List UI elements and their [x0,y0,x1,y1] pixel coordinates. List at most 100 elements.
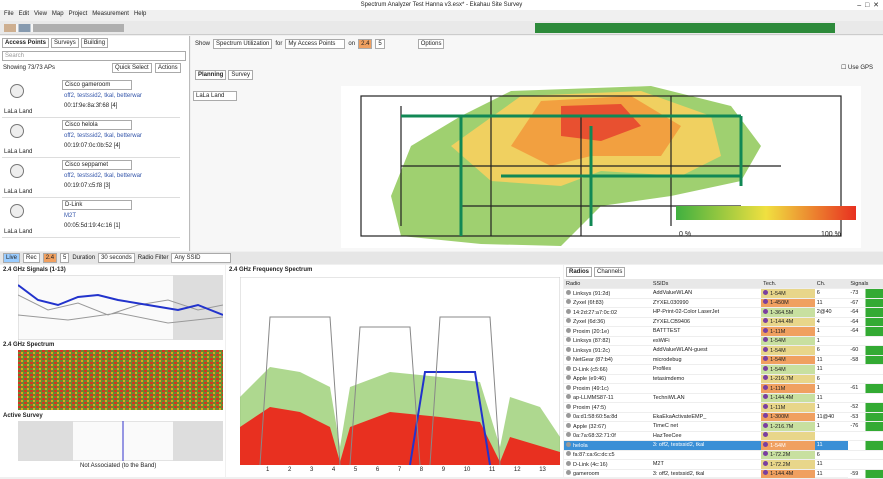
table-row[interactable]: Proxim (20:1e) BATTTEST 1-11M 1 -64 [564,326,883,337]
band-button[interactable]: 5 [60,253,70,263]
menu-item[interactable]: View [34,11,47,17]
menu-item[interactable]: Edit [18,11,30,17]
table-row[interactable]: fa:87:ca:6c:dc:c5 1-72.2M 6 [564,450,883,460]
icon [566,299,571,305]
menu-item[interactable]: Project [68,11,88,17]
table-row[interactable]: 0a:d1:58:60:5a:8d EkaEkaActivateEMP_ 1-300… [564,412,883,422]
cell-text: -64 [850,309,859,316]
tab[interactable]: Surveys [51,38,79,48]
target-select[interactable]: My Access Points [285,39,346,49]
table-cell: -73 [848,288,883,299]
menu-item[interactable]: Help [133,11,147,17]
actions-button[interactable]: Actions [155,63,181,73]
search-box[interactable]: Search [2,51,186,61]
table-cell: 1 [814,421,849,432]
channel-label: 1 [266,467,270,473]
table-cell: 1 [814,402,849,413]
column-header[interactable]: Tech. [761,279,815,289]
ap-item[interactable]: Cisco gameroom off2, testssid2, tkal, bet… [2,78,180,118]
column-header[interactable]: Ch. [814,279,849,289]
tab[interactable]: Building [80,38,109,48]
tab[interactable]: Access Points [2,38,50,48]
ap-name[interactable]: D-Link [62,200,132,210]
table-row[interactable]: Linksys (91:2d) AddValueWLAN 1-54M 6 -73 [564,288,883,299]
table-cell: -61 [848,383,883,394]
table-row[interactable]: ap-LLMMS87-11 TechniWLAN 1-144.4M 11 [564,393,883,403]
menu-item[interactable]: Map [51,11,64,17]
cell-text: Linksys (91:2c) [573,347,610,354]
quick-select-button[interactable]: Quick Select [112,63,152,73]
map-area: Show Spectrum Utilization for My Access … [191,36,883,251]
ap-floor: LaLa Land [4,189,33,195]
ap-item[interactable]: Cisco seppamet off2, testssid2, tkal, bet… [2,158,180,198]
table-cell: 1-54M [761,336,815,346]
table-row[interactable]: D-Link (4c:16) M2T 1-72.2M 11 [564,459,883,470]
table-cell: ZYXELCB9406 [650,317,762,327]
band-button[interactable]: 5 [375,39,385,49]
ap-name[interactable]: Cisco gameroom [62,80,132,90]
table-cell: 0a:7a:68:32:71:0f [564,431,651,441]
ap-name[interactable]: Cisco helola [62,120,132,130]
ap-name[interactable]: Cisco seppamet [62,160,132,170]
table-row[interactable]: gameroom 3: off2, testssid2, tkal 1-144.4M… [564,469,883,479]
duration-select[interactable]: 30 seconds [98,253,135,263]
table-row[interactable]: 0a:7a:68:32:71:0f HazTeeCee [564,431,883,441]
column-header[interactable]: Radio [564,279,651,289]
menu-item[interactable]: Measurement [92,11,129,17]
cell-text: Linksys (91:2d) [573,290,611,297]
table-row[interactable]: Linksys (87:82) esWiFi 1-54M 1 [564,336,883,346]
table-row[interactable]: Apple (e9:46) tetasimdemo 1-216.7M 6 [564,374,883,384]
band-button[interactable]: 2.4 [358,39,373,49]
table-row[interactable]: Apple (32:67) TimeC net 1-216.7M 1 -76 [564,421,883,432]
table-cell: 4 [814,317,849,327]
icon [566,470,571,476]
icon [566,337,571,343]
icon [566,318,571,324]
table-cell: EkaEkaActivateEMP_ [650,412,762,422]
channel-label: 6 [375,467,380,473]
tab[interactable]: Survey [228,70,254,80]
ap-item[interactable]: D-Link M2T 00:05:5d:19:4c:16 [1] LaLa Land [2,198,180,238]
rec-button[interactable]: Rec [23,253,40,263]
table-row[interactable]: Zyxel (6d:36) ZYXELCB9406 1-144.4M 4 -64 [564,317,883,327]
ap-item[interactable]: Cisco helola off2, testssid2, tkal, bette… [2,118,180,158]
table-row[interactable]: D-Link (c5:66) Profiles 1-54M 11 [564,364,883,375]
ap-floor: LaLa Land [4,149,33,155]
menu-item[interactable]: File [4,11,14,17]
table-row[interactable]: Proxim (49:1c) 1-11M 1 -61 [564,383,883,394]
radio-filter-select[interactable]: Any SSID [171,253,232,263]
tab[interactable]: Radios [566,267,593,277]
floor-select[interactable]: LaLa Land [193,91,237,101]
tab[interactable]: Planning [195,70,227,80]
column-header[interactable]: SSIDs [650,279,762,289]
band-button[interactable]: 2.4 [42,253,58,263]
column-header[interactable]: Signals [848,279,883,289]
window-controls[interactable]: – □ ✕ [857,2,879,9]
tab[interactable]: Channels [594,267,626,277]
frequency-graph [240,277,560,465]
cell-text: -61 [850,385,859,392]
options-button[interactable]: Options [417,39,445,49]
table-row[interactable]: 14:2d:27:a7:0c:02 HP-Print-02-Color Laser… [564,307,883,318]
cell-text: Profiles [652,366,672,373]
table-row[interactable]: Linksys (91:2c) AddValueWLAN-guest 1-54M 6 -… [564,345,883,356]
toolbar-icons[interactable] [4,24,124,32]
cell-text: 1 [816,328,820,335]
live-button[interactable]: Live [3,253,21,263]
channel-label: 12 [513,467,521,473]
icon [763,422,769,428]
cell-text: 1-72.2M [770,452,791,459]
use-gps[interactable]: ☐ Use GPS [840,65,873,71]
cell-text: -73 [850,290,859,297]
panel-title: Active Survey [3,413,43,419]
view-select[interactable]: Spectrum Utilization [213,39,273,49]
table-cell: Profiles [650,364,762,375]
table-row[interactable]: Proxim (47:5) 1-11M 1 -52 [564,402,883,413]
table-cell: -53 [848,412,883,422]
table-row[interactable]: helola 3: off2, testssid2, tkal 1-54M 11 -61 [564,440,883,451]
table-row[interactable]: Zyxel (6f:83) ZYXEL030990 1-450M 11 -67 [564,298,883,308]
icon [763,460,769,466]
icon [566,346,571,352]
icon [566,327,571,333]
table-row[interactable]: NetGear (87:b4) microdebug 1-54M 11 -58 [564,355,883,365]
